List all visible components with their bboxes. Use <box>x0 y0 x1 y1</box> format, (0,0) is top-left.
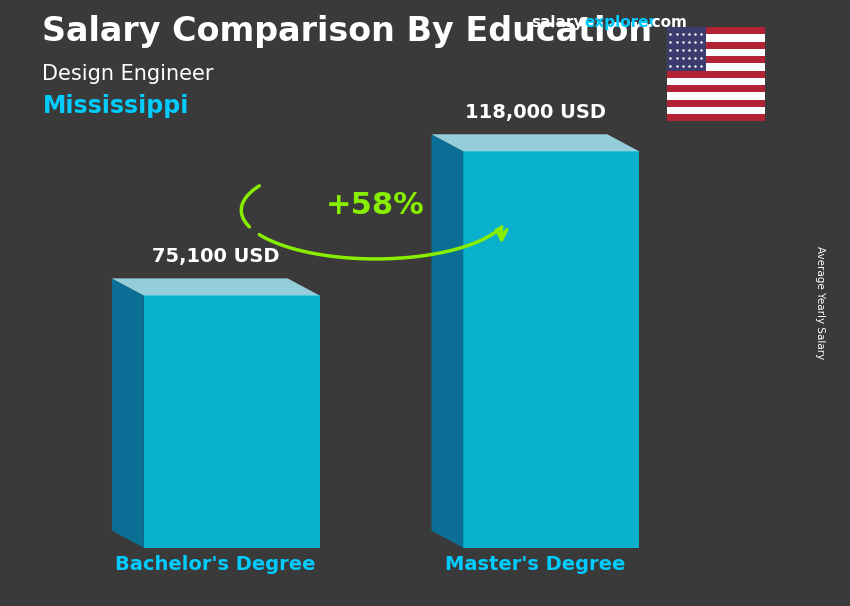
Text: salary: salary <box>531 15 584 30</box>
Text: 75,100 USD: 75,100 USD <box>152 247 280 266</box>
Bar <box>667 27 706 71</box>
Polygon shape <box>463 152 639 548</box>
Text: explorer: explorer <box>585 15 657 30</box>
Bar <box>667 56 765 64</box>
Bar <box>667 49 765 56</box>
Bar <box>667 42 765 49</box>
Text: Mississippi: Mississippi <box>42 94 189 118</box>
Text: Design Engineer: Design Engineer <box>42 64 214 84</box>
Text: Average Yearly Salary: Average Yearly Salary <box>815 247 825 359</box>
Polygon shape <box>144 296 320 548</box>
Bar <box>667 64 765 71</box>
Polygon shape <box>432 135 463 548</box>
Polygon shape <box>112 278 144 548</box>
Bar <box>667 27 765 35</box>
Text: Salary Comparison By Education: Salary Comparison By Education <box>42 15 653 48</box>
Bar <box>667 78 765 85</box>
Bar <box>667 85 765 92</box>
Text: Master's Degree: Master's Degree <box>445 555 626 574</box>
Bar <box>667 114 765 121</box>
Bar <box>667 35 765 42</box>
Text: 118,000 USD: 118,000 USD <box>465 103 606 122</box>
Bar <box>667 107 765 114</box>
Text: Bachelor's Degree: Bachelor's Degree <box>116 555 316 574</box>
Text: +58%: +58% <box>326 191 425 220</box>
Bar <box>667 71 765 78</box>
Text: .com: .com <box>647 15 688 30</box>
Bar <box>667 99 765 107</box>
Polygon shape <box>432 135 639 152</box>
Bar <box>667 92 765 99</box>
Polygon shape <box>112 278 320 296</box>
